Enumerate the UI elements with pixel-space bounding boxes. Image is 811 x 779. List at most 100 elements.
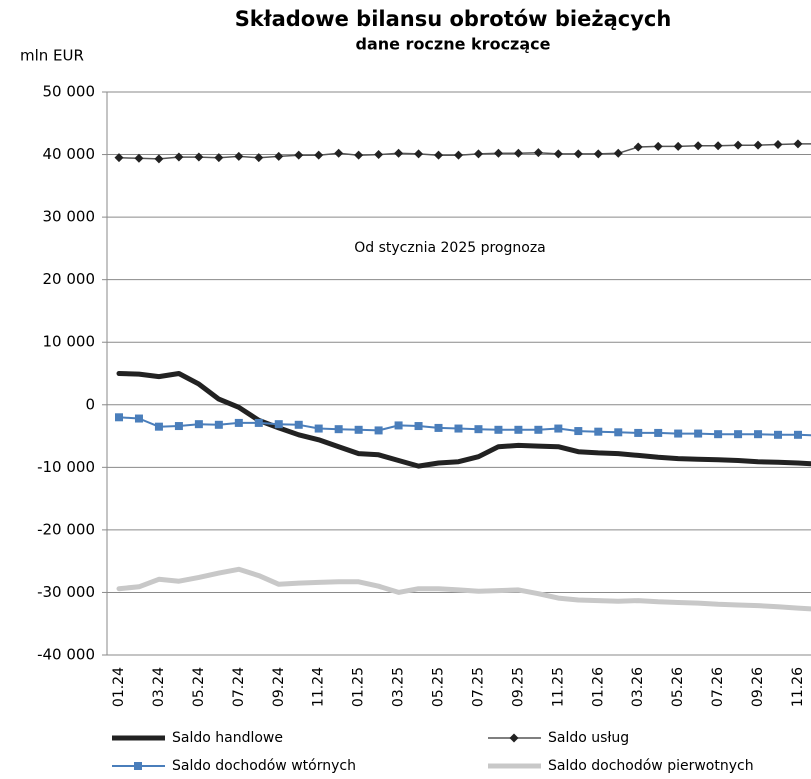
- marker: [593, 149, 603, 159]
- marker: [493, 148, 503, 158]
- x-tick-label: 05.25: [431, 667, 447, 707]
- marker: [774, 430, 783, 439]
- marker: [234, 418, 243, 427]
- legend-label: Saldo usług: [548, 730, 629, 746]
- line: [118, 143, 811, 160]
- x-tick-label: 11.24: [311, 667, 327, 707]
- marker: [214, 153, 224, 163]
- marker: [793, 430, 802, 439]
- marker: [154, 154, 164, 164]
- marker: [754, 430, 763, 439]
- marker: [394, 421, 403, 430]
- marker: [494, 425, 503, 434]
- x-tick-label: 11.25: [550, 667, 566, 707]
- marker: [753, 140, 763, 150]
- line: [116, 371, 811, 469]
- marker: [553, 149, 563, 159]
- x-tick-label: 03.24: [151, 667, 167, 707]
- marker: [674, 429, 683, 438]
- marker: [514, 425, 523, 434]
- marker: [254, 153, 264, 163]
- marker: [294, 150, 304, 160]
- marker: [294, 420, 303, 429]
- x-tick-label: 05.26: [670, 667, 686, 707]
- legend-label: Saldo dochodów pierwotnych: [548, 758, 754, 774]
- marker: [354, 150, 364, 160]
- marker: [114, 153, 124, 163]
- marker: [614, 428, 623, 437]
- marker: [314, 424, 323, 433]
- x-tick-label: 09.24: [271, 667, 287, 707]
- marker: [414, 149, 424, 159]
- marker: [414, 422, 423, 431]
- marker: [633, 142, 643, 152]
- marker: [214, 420, 223, 429]
- x-tick-label: 03.25: [391, 667, 407, 707]
- marker: [174, 422, 183, 431]
- marker: [673, 141, 683, 151]
- annotation: Od stycznia 2025 prognoza: [354, 240, 546, 256]
- marker: [734, 430, 743, 439]
- marker: [473, 149, 483, 159]
- marker: [773, 140, 783, 150]
- marker: [533, 148, 543, 158]
- plot-area: [114, 139, 811, 612]
- marker: [434, 423, 443, 432]
- marker: [374, 150, 384, 160]
- x-tick-label: 03.26: [630, 667, 646, 707]
- y-tick-label: 20 000: [43, 270, 96, 288]
- marker: [733, 140, 743, 150]
- marker: [234, 151, 244, 161]
- marker: [194, 420, 203, 429]
- marker: [314, 150, 324, 160]
- x-tick-label: 09.26: [750, 667, 766, 707]
- marker: [134, 153, 144, 163]
- marker: [354, 425, 363, 434]
- y-tick-label: -40 000: [37, 646, 95, 664]
- marker: [653, 141, 663, 151]
- marker: [793, 139, 803, 149]
- y-tick-label: 10 000: [43, 333, 96, 351]
- marker: [154, 422, 163, 431]
- marker: [574, 427, 583, 436]
- y-tick-label: -10 000: [37, 458, 95, 476]
- marker: [334, 148, 344, 158]
- marker: [513, 148, 523, 158]
- x-tick-label: 01.24: [111, 667, 127, 707]
- marker: [194, 152, 204, 162]
- marker: [654, 428, 663, 437]
- y-tick-label: 30 000: [43, 208, 96, 226]
- marker: [713, 141, 723, 151]
- marker: [434, 150, 444, 160]
- x-tick-label: 11.26: [790, 667, 806, 707]
- marker: [274, 151, 284, 161]
- marker: [474, 425, 483, 434]
- marker: [573, 149, 583, 159]
- x-tick-label: 07.25: [470, 667, 486, 707]
- x-tick-label: 09.25: [510, 667, 526, 707]
- legend-label: Saldo handlowe: [172, 730, 283, 746]
- line: [116, 566, 811, 612]
- marker: [454, 424, 463, 433]
- marker: [254, 418, 263, 427]
- grid: -40 000 -30 000 -20 000 -10 000 0 10 000 20 00…: [37, 83, 811, 707]
- marker: [115, 413, 123, 422]
- marker: [594, 427, 603, 436]
- marker: [453, 150, 463, 160]
- legend-label: Saldo dochodów wtórnych: [172, 758, 356, 774]
- marker: [394, 148, 404, 158]
- legend: Saldo handlowe Saldo usług Saldo dochodów …: [112, 730, 754, 774]
- marker: [134, 414, 143, 423]
- y-tick-label: 40 000: [43, 145, 96, 163]
- x-tick-label: 01.25: [351, 667, 367, 707]
- marker: [694, 429, 703, 438]
- x-tick-label: 07.24: [231, 667, 247, 707]
- marker: [374, 426, 383, 435]
- marker: [534, 425, 543, 434]
- y-axis-label: mln EUR: [20, 47, 84, 65]
- y-tick-label: -20 000: [37, 520, 95, 538]
- legend-marker: [509, 733, 519, 743]
- x-tick-label: 05.24: [191, 667, 207, 707]
